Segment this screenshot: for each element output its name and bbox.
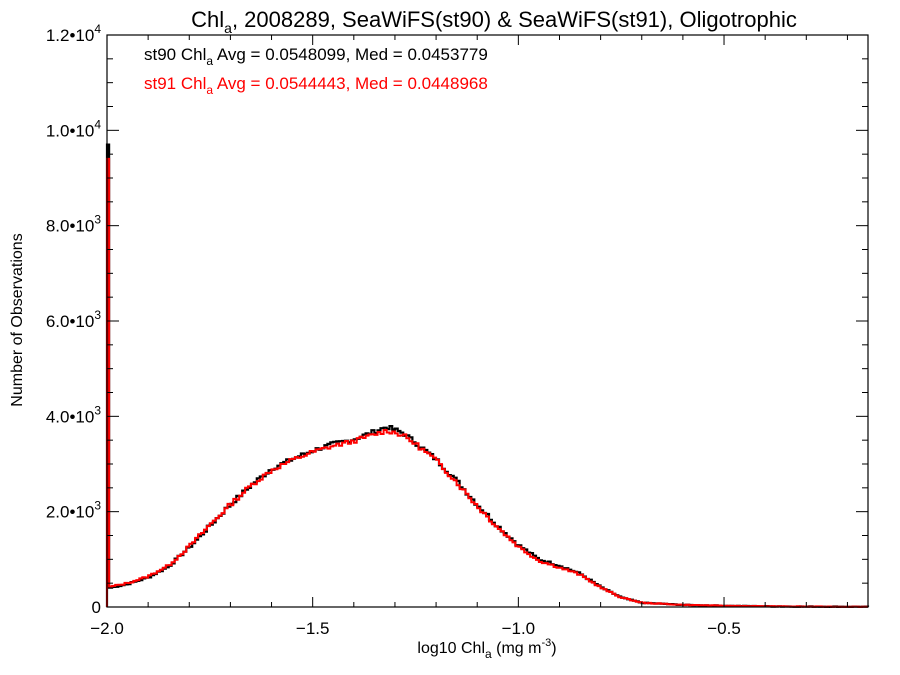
y-tick-label: 1.0•104 — [46, 117, 102, 140]
y-tick-label: 1.2•104 — [46, 22, 102, 45]
plot-frame — [106, 34, 869, 608]
x-tick-label: −0.5 — [707, 619, 741, 638]
series-st90-line — [105, 143, 870, 608]
y-tick-label: 0 — [92, 598, 101, 617]
y-axis-label: Number of Observations — [9, 233, 26, 406]
x-axis-label: log10 Chla (mg m-3) — [417, 637, 556, 661]
chart-title: Chla, 2008289, SeaWiFS(st90) & SeaWiFS(s… — [191, 7, 797, 36]
y-tick-label: 2.0•103 — [46, 499, 102, 522]
series-st91-line — [106, 157, 868, 608]
y-tick-label: 6.0•103 — [46, 308, 102, 331]
axis-ticks: −2.0 −1.5 −1.0 −0.5 0 2.0•103 4.0•103 6.0•103 8.… — [46, 22, 868, 638]
x-tick-label: −2.0 — [90, 619, 124, 638]
x-tick-label: −1.0 — [502, 619, 536, 638]
y-tick-label: 8.0•103 — [46, 213, 102, 236]
legend-st91: st91 Chla Avg = 0.0544443, Med = 0.04489… — [144, 74, 488, 97]
x-tick-label: −1.5 — [296, 619, 330, 638]
legend-st90: st90 Chla Avg = 0.0548099, Med = 0.04537… — [144, 45, 488, 68]
plot-area — [105, 143, 870, 608]
y-tick-label: 4.0•103 — [46, 403, 102, 426]
